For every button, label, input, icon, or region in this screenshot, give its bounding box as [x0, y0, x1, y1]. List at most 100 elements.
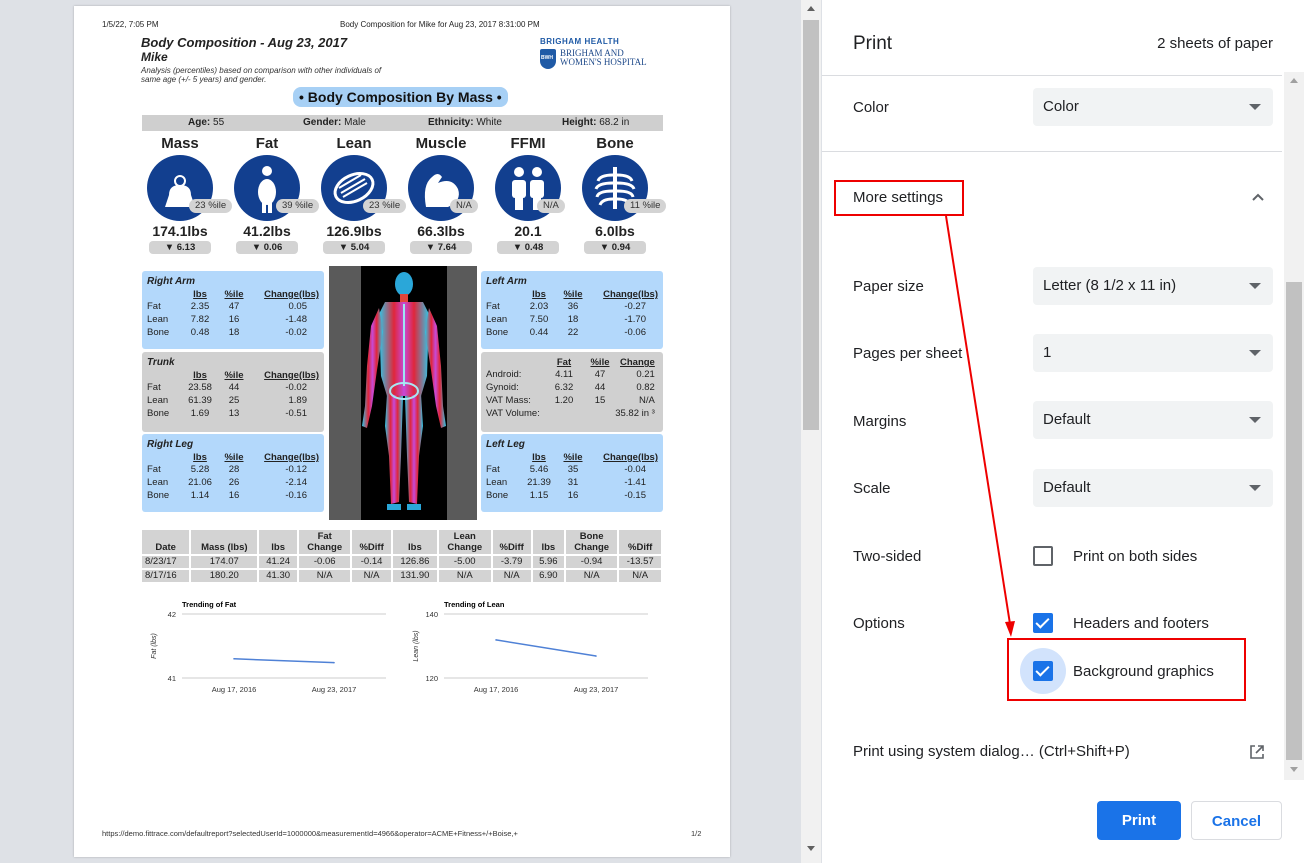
- background-graphics-label[interactable]: Background graphics: [1073, 663, 1214, 680]
- preview-scrollbar[interactable]: [801, 0, 821, 863]
- scroll-up-arrow-icon[interactable]: [1290, 78, 1298, 83]
- options-label: Options: [853, 615, 905, 632]
- open-in-new-icon[interactable]: [1249, 744, 1265, 760]
- page-header-title: Body Composition for Mike for Aug 23, 20…: [340, 20, 540, 29]
- pages-per-sheet-select[interactable]: 1: [1033, 334, 1273, 372]
- scale-value: Default: [1043, 479, 1091, 496]
- left-arm-table: lbs %ile Change(lbs) Fat 2.03 36 -0.27 Lean 7.50…: [484, 289, 660, 339]
- logo-text-2: WOMEN'S HOSPITAL: [560, 57, 647, 67]
- headers-footers-checkbox[interactable]: [1033, 613, 1053, 633]
- headers-footers-label[interactable]: Headers and footers: [1073, 615, 1209, 632]
- panel-title: Trunk: [147, 357, 175, 368]
- preview-scrollbar-thumb[interactable]: [803, 20, 819, 430]
- annotation-box-background-graphics: [1007, 638, 1246, 701]
- x-tick-label: Aug 17, 2016: [474, 685, 519, 694]
- visceral-header: Change: [620, 357, 655, 368]
- right-arm-table: lbs %ile Change(lbs) Fat 2.35 47 0.05 Lean 7.82 1…: [145, 289, 321, 339]
- series-line: [495, 639, 597, 657]
- visceral-row: VAT Mass: 1.20 15 N/A: [486, 395, 655, 406]
- change-pill: ▼ 0.48: [497, 241, 559, 254]
- color-select[interactable]: Color: [1033, 88, 1273, 126]
- sheet-count: 2 sheets of paper: [1157, 35, 1273, 52]
- panel-header: %ile: [563, 289, 583, 300]
- fat-person-icon: [234, 155, 300, 221]
- demographics-bar: Age: 55 Gender: Male Ethnicity: White He…: [142, 115, 663, 131]
- background-graphics-checkbox[interactable]: [1033, 661, 1053, 681]
- panel-header: lbs: [532, 289, 546, 300]
- visceral-fat-table: Fat %ile Change Android: 4.11 47 0.21 Gynoid: 6.…: [484, 357, 657, 420]
- panel-row: Lean 21.06 26 -2.14: [147, 477, 307, 488]
- chevron-down-icon: [1249, 485, 1261, 491]
- history-header: %Diff: [618, 530, 663, 555]
- panel-title: Right Leg: [147, 439, 194, 450]
- margins-select[interactable]: Default: [1033, 401, 1273, 439]
- metric-label: Bone: [596, 135, 634, 152]
- panel-row: Bone 0.48 18 -0.02: [147, 327, 307, 338]
- change-pill: ▼ 0.94: [584, 241, 646, 254]
- annotation-arrow-icon: [945, 215, 1015, 637]
- margins-value: Default: [1043, 411, 1091, 428]
- y-tick-label: 120: [425, 674, 438, 683]
- x-tick-label: Aug 23, 2017: [312, 685, 357, 694]
- y-axis-label: Lean (lbs): [413, 630, 420, 661]
- data-point: [233, 658, 235, 660]
- pages-per-sheet-value: 1: [1043, 344, 1052, 361]
- left-leg-table: lbs %ile Change(lbs) Fat 5.46 35 -0.04 Lean 21.3…: [484, 452, 660, 502]
- print-both-sides-checkbox[interactable]: [1033, 546, 1053, 566]
- trunk-table: lbs %ile Change(lbs) Fat 23.58 44 -0.02 Lean 61.…: [145, 370, 321, 420]
- ethnicity-value: White: [476, 117, 502, 128]
- paper-size-value: Letter (8 1/2 x 11 in): [1043, 277, 1177, 294]
- metric-label: Mass: [161, 135, 199, 152]
- x-tick-label: Aug 23, 2017: [574, 685, 619, 694]
- panel-header: %ile: [563, 452, 583, 463]
- panel-header: %ile: [224, 452, 244, 463]
- metric-mass: Mass 23 %ile 174.1lbs ▼ 6.13: [140, 135, 250, 260]
- panel-header: lbs: [193, 370, 207, 381]
- change-pill: ▼ 6.13: [149, 241, 211, 254]
- panel-row: Bone 0.44 22 -0.06: [486, 327, 646, 338]
- scroll-down-arrow-icon[interactable]: [1290, 767, 1298, 772]
- history-header-row: Date Mass (lbs) lbs Fat Change %Diff lbs Le…: [142, 530, 663, 555]
- history-table: Date Mass (lbs) lbs Fat Change %Diff lbs Le…: [142, 530, 663, 582]
- print-button[interactable]: Print: [1097, 801, 1181, 840]
- color-label: Color: [853, 99, 889, 116]
- header-divider: [822, 75, 1282, 76]
- panel-header: lbs: [532, 452, 546, 463]
- body-scan-image: [329, 266, 477, 520]
- metric-muscle: Muscle N/A 66.3lbs ▼ 7.64: [401, 135, 511, 260]
- height-value: 68.2 in: [599, 117, 630, 128]
- scroll-up-arrow-icon[interactable]: [807, 6, 815, 11]
- percentile-pill: 23 %ile: [189, 199, 233, 213]
- cancel-button[interactable]: Cancel: [1191, 801, 1282, 840]
- history-header: lbs: [391, 530, 440, 555]
- scroll-down-arrow-icon[interactable]: [807, 846, 815, 851]
- report-description-2: same age (+/- 5 years) and gender.: [141, 75, 267, 84]
- metric-lean: Lean 23 %ile 126.9lbs ▼ 5.04: [314, 135, 424, 260]
- chevron-down-icon: [1249, 283, 1261, 289]
- paper-size-select[interactable]: Letter (8 1/2 x 11 in): [1033, 267, 1273, 305]
- panel-row: Fat 5.28 28 -0.12: [147, 464, 307, 475]
- percentile-pill: 23 %ile: [363, 199, 407, 213]
- history-header: Fat Change: [297, 530, 353, 555]
- scale-select[interactable]: Default: [1033, 469, 1273, 507]
- change-pill: ▼ 0.06: [236, 241, 298, 254]
- more-settings-toggle[interactable]: More settings: [853, 189, 944, 206]
- panel-header: lbs: [193, 289, 207, 300]
- page-footer-url: https://demo.fittrace.com/defaultreport?…: [102, 829, 518, 838]
- chevron-up-icon[interactable]: [1250, 191, 1266, 203]
- panel-header: %ile: [224, 370, 244, 381]
- metric-value: 66.3lbs: [417, 223, 465, 239]
- change-pill: ▼ 5.04: [323, 241, 385, 254]
- metric-label: Muscle: [415, 135, 467, 152]
- data-point: [595, 655, 597, 657]
- print-both-sides-label[interactable]: Print on both sides: [1073, 548, 1198, 565]
- settings-scrollbar[interactable]: [1284, 72, 1304, 780]
- chevron-down-icon: [1249, 417, 1261, 423]
- pages-per-sheet-label: Pages per sheet: [853, 345, 963, 362]
- system-dialog-link[interactable]: Print using system dialog… (Ctrl+Shift+P…: [853, 743, 1130, 760]
- chart-title: Trending of Fat: [182, 600, 237, 609]
- panel-header: Change(lbs): [264, 289, 319, 300]
- panel-row: Lean 7.50 18 -1.70: [486, 314, 646, 325]
- settings-scrollbar-thumb[interactable]: [1286, 282, 1302, 760]
- series-line: [233, 658, 335, 664]
